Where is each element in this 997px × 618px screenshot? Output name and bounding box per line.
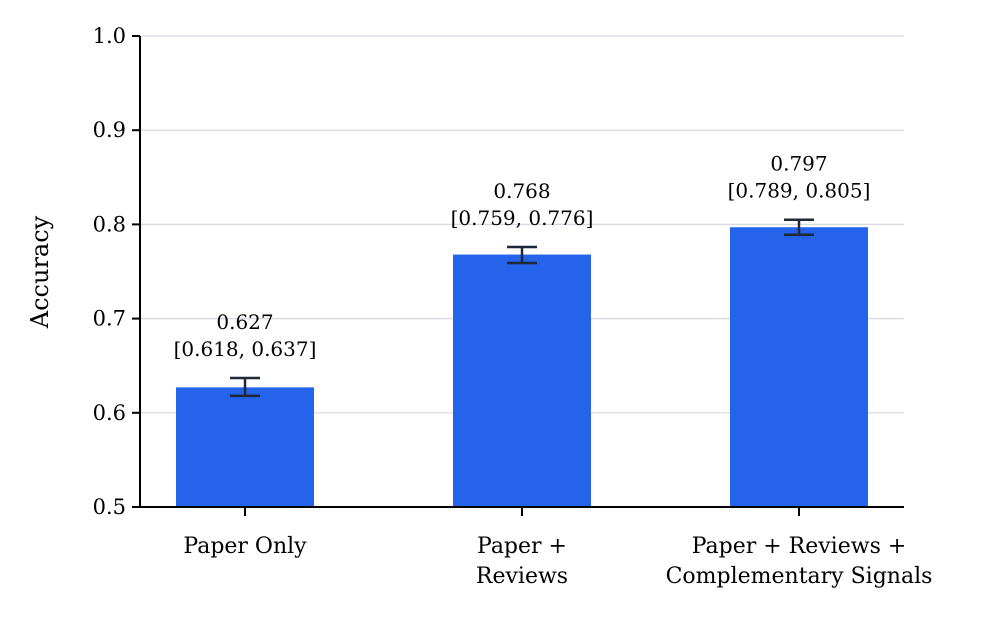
bar xyxy=(176,387,314,507)
value-label: 0.797 xyxy=(770,152,827,176)
ci-label: [0.618, 0.637] xyxy=(174,337,317,361)
bar xyxy=(730,227,868,507)
axes: 0.5 0.6 0.7 0.8 0.9 1.0 Paper Only Paper + Revie… xyxy=(93,24,933,589)
y-tick-label: 0.9 xyxy=(93,118,126,142)
y-tick-label: 0.8 xyxy=(93,212,126,236)
value-label: 0.768 xyxy=(493,179,550,203)
y-axis-title: Accuracy xyxy=(26,215,54,329)
ci-label: [0.789, 0.805] xyxy=(728,179,871,203)
y-tick-label: 0.5 xyxy=(93,495,126,519)
bars xyxy=(176,227,868,507)
x-tick-label: Paper + xyxy=(477,534,567,559)
value-label: 0.627 xyxy=(216,310,273,334)
y-tick-label: 0.7 xyxy=(93,307,126,331)
x-tick-label: Complementary Signals xyxy=(666,564,933,589)
data-labels: [0.618, 0.637] 0.627 [0.759, 0.776] 0.768 [0… xyxy=(174,152,871,361)
ci-label: [0.759, 0.776] xyxy=(451,206,594,230)
x-tick-label: Paper Only xyxy=(183,534,307,559)
y-tick-label: 1.0 xyxy=(93,24,126,48)
x-tick-label: Paper + Reviews + xyxy=(692,534,907,559)
bar xyxy=(453,254,591,507)
error-bars xyxy=(230,218,814,398)
y-tick-label: 0.6 xyxy=(93,401,126,425)
x-tick-label: Reviews xyxy=(476,564,568,589)
